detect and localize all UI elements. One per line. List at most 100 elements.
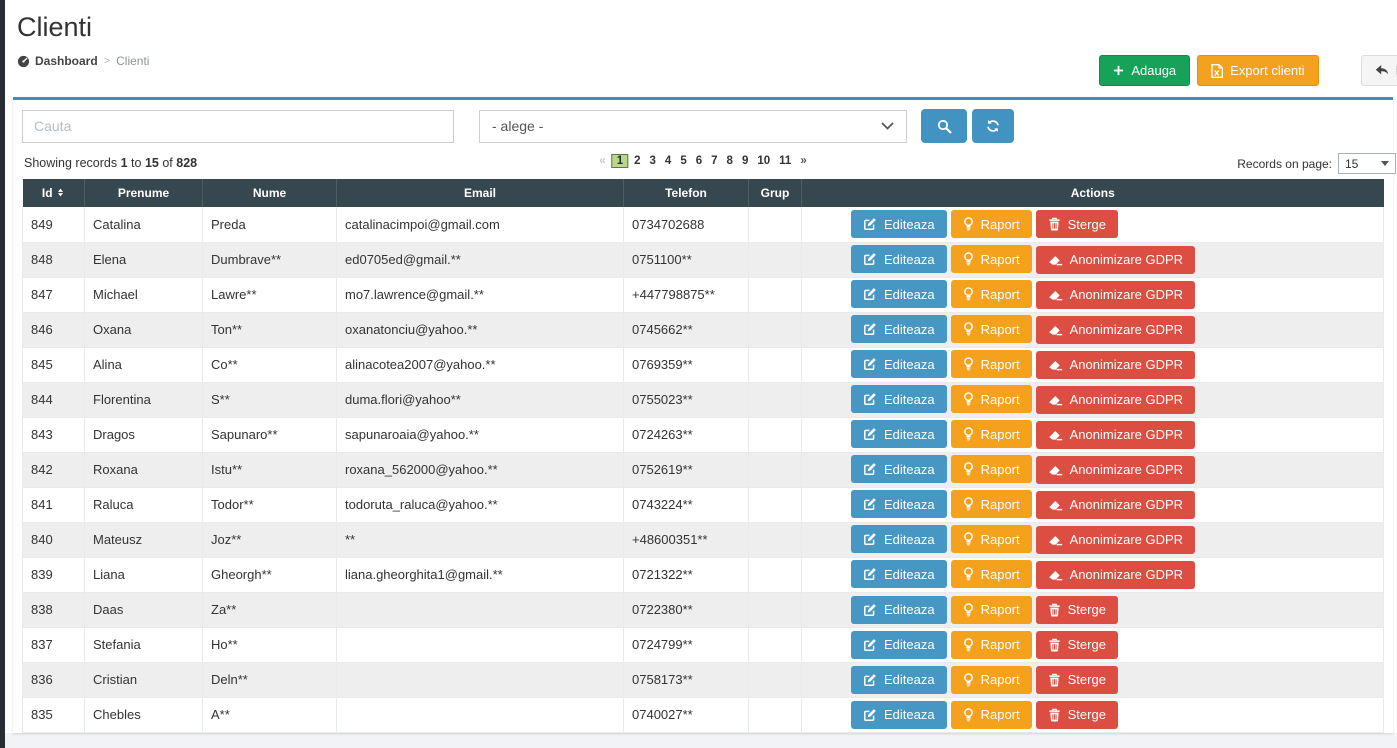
report-button[interactable]: Raport — [950, 630, 1032, 659]
edit-button[interactable]: Editeaza — [851, 490, 947, 519]
cell-nume: Preda — [202, 207, 337, 243]
search-button[interactable] — [921, 109, 967, 143]
trash-icon — [1048, 603, 1061, 617]
export-button[interactable]: Export clienti — [1197, 55, 1319, 86]
edit-button[interactable]: Editeaza — [851, 455, 947, 484]
search-input[interactable] — [22, 109, 454, 143]
pagination-page-6[interactable]: 6 — [695, 155, 703, 167]
edit-button[interactable]: Editeaza — [851, 630, 947, 659]
table-row: 843 Dragos Sapunaro** sapunaroaia@yahoo.** 0… — [22, 417, 1384, 453]
gdpr-button[interactable]: Anonimizare GDPR — [1035, 560, 1196, 589]
edit-button[interactable]: Editeaza — [851, 665, 947, 694]
report-button[interactable]: Raport — [950, 455, 1032, 484]
cell-telefon: 0758173** — [623, 662, 749, 698]
edit-button[interactable]: Editeaza — [851, 350, 947, 379]
records-per-page-select[interactable]: 15 — [1338, 153, 1396, 174]
breadcrumb-separator: > — [103, 55, 111, 67]
edit-button[interactable]: Editeaza — [851, 595, 947, 624]
column-header-grup[interactable]: Grup — [748, 179, 802, 207]
edit-button[interactable]: Editeaza — [851, 560, 947, 589]
cell-prenume: Dragos — [84, 417, 203, 453]
delete-button[interactable]: Sterge — [1035, 595, 1118, 624]
pagination-page-4[interactable]: 4 — [664, 155, 672, 167]
report-button[interactable]: Raport — [950, 490, 1032, 519]
report-button[interactable]: Raport — [950, 560, 1032, 589]
eraser-icon — [1048, 253, 1063, 266]
edit-icon — [863, 217, 877, 231]
report-button[interactable]: Raport — [950, 385, 1032, 414]
pagination-page-1[interactable]: 1 — [611, 154, 629, 168]
edit-button[interactable]: Editeaza — [851, 280, 947, 309]
cell-grup — [748, 312, 802, 348]
pagination-page-10[interactable]: 10 — [757, 155, 771, 167]
delete-button[interactable]: Sterge — [1035, 665, 1118, 694]
column-header-nume[interactable]: Nume — [202, 179, 337, 207]
content-header: Clienti Dashboard > Clienti Adauga — [5, 0, 1397, 97]
cell-grup — [748, 417, 802, 453]
lightbulb-icon — [963, 567, 974, 581]
table-row: 847 Michael Lawre** mo7.lawrence@gmail.** +4… — [22, 277, 1384, 313]
lightbulb-icon — [963, 287, 974, 301]
gdpr-button[interactable]: Anonimizare GDPR — [1035, 455, 1196, 484]
cell-email — [336, 662, 624, 698]
gdpr-button[interactable]: Anonimizare GDPR — [1035, 280, 1196, 309]
add-button[interactable]: Adauga — [1099, 55, 1191, 86]
gdpr-button[interactable]: Anonimizare GDPR — [1035, 490, 1196, 519]
cell-telefon: 0740027** — [623, 697, 749, 733]
report-button[interactable]: Raport — [950, 245, 1032, 274]
gdpr-button[interactable]: Anonimizare GDPR — [1035, 350, 1196, 379]
delete-button[interactable]: Sterge — [1035, 700, 1118, 729]
pagination-page-9[interactable]: 9 — [741, 155, 749, 167]
cell-id: 839 — [22, 557, 85, 593]
edit-button[interactable]: Editeaza — [851, 245, 947, 274]
report-button[interactable]: Raport — [950, 315, 1032, 344]
column-header-email[interactable]: Email — [336, 179, 624, 207]
report-button[interactable]: Raport — [950, 595, 1032, 624]
edit-button[interactable]: Editeaza — [851, 700, 947, 729]
pagination-page-2[interactable]: 2 — [634, 155, 641, 167]
delete-button[interactable]: Sterge — [1035, 630, 1118, 659]
edit-icon — [863, 567, 877, 581]
cell-email: roxana_562000@yahoo.** — [336, 452, 624, 488]
report-button[interactable]: Raport — [950, 665, 1032, 694]
cell-nume: Sapunaro** — [202, 417, 337, 453]
report-button[interactable]: Raport — [950, 350, 1032, 379]
edit-button[interactable]: Editeaza — [851, 385, 947, 414]
gdpr-button[interactable]: Anonimizare GDPR — [1035, 315, 1196, 344]
report-button[interactable]: Raport — [950, 700, 1032, 729]
edit-button[interactable]: Editeaza — [851, 210, 947, 239]
edit-icon — [863, 638, 877, 652]
pagination-page-7[interactable]: 7 — [711, 155, 718, 167]
refresh-button[interactable] — [972, 109, 1014, 143]
cell-nume: Istu** — [202, 452, 337, 488]
pagination-page-8[interactable]: 8 — [726, 155, 733, 167]
report-button[interactable]: Raport — [950, 280, 1032, 309]
column-header-prenume[interactable]: Prenume — [84, 179, 203, 207]
pagination-page-5[interactable]: 5 — [680, 155, 687, 167]
pagination-next[interactable]: » — [800, 155, 807, 167]
edit-button[interactable]: Editeaza — [851, 525, 947, 554]
column-header-id[interactable]: Id — [22, 179, 85, 207]
delete-button[interactable]: Sterge — [1035, 210, 1118, 239]
edit-button[interactable]: Editeaza — [851, 420, 947, 449]
cell-email: todoruta_raluca@yahoo.** — [336, 487, 624, 523]
gdpr-button[interactable]: Anonimizare GDPR — [1035, 385, 1196, 414]
gdpr-button[interactable]: Anonimizare GDPR — [1035, 420, 1196, 449]
report-button[interactable]: Raport — [950, 210, 1032, 239]
column-header-telefon[interactable]: Telefon — [623, 179, 749, 207]
pagination-page-3[interactable]: 3 — [649, 155, 656, 167]
gdpr-button[interactable]: Anonimizare GDPR — [1035, 525, 1196, 554]
back-button[interactable]: Inapoi — [1360, 55, 1397, 86]
gdpr-button[interactable]: Anonimizare GDPR — [1035, 245, 1196, 274]
pagination-prev[interactable]: « — [599, 155, 606, 167]
report-button[interactable]: Raport — [950, 420, 1032, 449]
pagination-page-11[interactable]: 11 — [779, 155, 792, 167]
breadcrumb-dashboard[interactable]: Dashboard — [17, 54, 98, 68]
filter-select[interactable]: - alege - — [479, 109, 907, 143]
cell-nume: S** — [202, 382, 337, 418]
report-button[interactable]: Raport — [950, 525, 1032, 554]
cell-email: sapunaroaia@yahoo.** — [336, 417, 624, 453]
edit-icon — [863, 322, 877, 336]
column-header-actions[interactable]: Actions — [801, 179, 1384, 207]
edit-button[interactable]: Editeaza — [851, 315, 947, 344]
